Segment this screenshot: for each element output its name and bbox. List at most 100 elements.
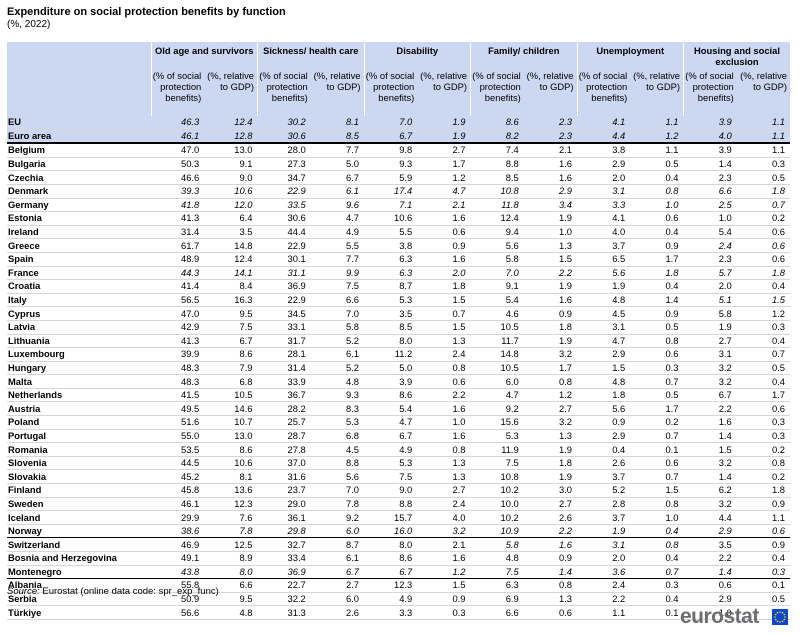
cell-gdp: 1.6: [417, 252, 471, 267]
cell-share: 1.1: [577, 605, 631, 620]
cell-gdp: 0.6: [736, 238, 791, 253]
row-label: Ireland: [7, 225, 151, 240]
cell-gdp: 5.3: [310, 415, 365, 430]
cell-share: 49.1: [151, 551, 205, 566]
cell-share: 9.4: [470, 225, 524, 240]
cell-share: 5.5: [364, 225, 418, 240]
cell-gdp: 5.0: [310, 157, 365, 172]
cell-gdp: 1.8: [736, 266, 791, 281]
cell-share: 34.7: [257, 170, 311, 185]
header-blank: [7, 42, 151, 70]
cell-share: 3.2: [683, 456, 737, 471]
cell-gdp: 13.6: [204, 483, 258, 498]
cell-share: 4.5: [577, 306, 631, 321]
table-body: EU 46.3 12.4 30.2 8.1 7.0 1.9 8.6 2.3 4.1 1.1 3.9 1.…: [7, 116, 791, 620]
cell-gdp: 1.8: [736, 184, 791, 199]
cell-share: 8.5: [470, 170, 524, 185]
cell-share: 55.0: [151, 429, 205, 444]
group-header: Disability: [363, 42, 471, 70]
cell-gdp: 0.7: [630, 565, 684, 580]
cell-share: 22.9: [257, 238, 311, 253]
cell-gdp: 7.9: [204, 361, 258, 376]
cell-gdp: 8.7: [310, 537, 365, 552]
cell-share: 44.4: [257, 225, 311, 240]
row-label: Cyprus: [7, 306, 151, 321]
cell-share: 3.1: [577, 320, 631, 335]
cell-share: 31.3: [257, 605, 311, 620]
cell-share: 31.4: [257, 361, 311, 376]
row-label: Euro area: [7, 129, 151, 145]
cell-gdp: 12.5: [204, 537, 258, 552]
cell-gdp: 9.2: [310, 510, 365, 525]
row-label: Türkiye: [7, 605, 151, 620]
cell-share: 7.5: [470, 456, 524, 471]
cell-gdp: 12.4: [204, 116, 258, 130]
cell-share: 6.9: [470, 592, 524, 607]
cell-gdp: 7.8: [204, 524, 258, 539]
table-row: Montenegro 43.8 8.0 36.9 6.7 6.7 1.2 7.5 1.4 3.6 0…: [7, 565, 791, 580]
cell-gdp: 9.5: [204, 592, 258, 607]
cell-gdp: 8.5: [310, 129, 365, 145]
cell-share: 5.4: [470, 293, 524, 308]
table-row: Finland 45.8 13.6 23.7 7.0 9.0 2.7 10.2 3.0 5.2 1.…: [7, 483, 791, 498]
cell-gdp: 1.2: [417, 170, 471, 185]
cell-gdp: 0.7: [630, 469, 684, 485]
cell-share: 5.8: [470, 537, 524, 552]
cell-gdp: 0.6: [417, 225, 471, 240]
cell-gdp: 3.0: [523, 483, 578, 498]
table-row: Ireland 31.4 3.5 44.4 4.9 5.5 0.6 9.4 1.0 4.0 0.4 5…: [7, 225, 791, 240]
cell-share: 11.7: [470, 334, 524, 349]
cell-gdp: 12.3: [204, 497, 258, 512]
cell-share: 8.8: [470, 157, 524, 172]
cell-share: 28.2: [257, 401, 311, 417]
cell-share: 2.2: [683, 551, 737, 566]
cell-share: 3.2: [683, 374, 737, 389]
cell-gdp: 8.6: [204, 347, 258, 362]
cell-share: 2.6: [577, 456, 631, 471]
eu-flag-icon: [772, 609, 788, 625]
cell-gdp: 7.7: [310, 252, 365, 267]
cell-share: 7.4: [470, 143, 524, 158]
cell-gdp: 0.1: [630, 442, 684, 457]
row-label: EU: [7, 116, 151, 130]
sub-header-gdp: (%, relative to GDP): [310, 70, 365, 116]
table-row: Slovenia 44.5 10.6 37.0 8.8 5.3 1.3 7.5 1.8 2.6 0.…: [7, 456, 791, 471]
cell-gdp: 0.7: [417, 306, 471, 321]
table-row: Latvia 42.9 7.5 33.1 5.8 8.5 1.5 10.5 1.8 3.1 0.5 1…: [7, 320, 791, 335]
cell-share: 2.7: [683, 334, 737, 349]
row-label: Lithuania: [7, 334, 151, 349]
cell-gdp: 0.5: [736, 361, 791, 376]
cell-gdp: 6.0: [310, 524, 365, 539]
cell-share: 47.0: [151, 306, 205, 321]
cell-share: 0.6: [683, 578, 737, 593]
cell-share: 1.4: [683, 469, 737, 485]
cell-gdp: 1.8: [523, 456, 578, 471]
cell-gdp: 0.4: [630, 592, 684, 607]
cell-share: 6.3: [470, 578, 524, 593]
cell-gdp: 9.0: [204, 170, 258, 185]
table-row: Netherlands 41.5 10.5 36.7 9.3 8.6 2.2 4.7 1.2 1.…: [7, 388, 791, 403]
cell-gdp: 9.3: [310, 388, 365, 403]
cell-share: 44.5: [151, 456, 205, 471]
logo-text: eurostat: [680, 605, 759, 628]
cell-share: 45.2: [151, 469, 205, 485]
cell-gdp: 6.8: [204, 374, 258, 389]
cell-gdp: 0.4: [736, 551, 791, 566]
cell-gdp: 0.8: [630, 537, 684, 552]
cell-gdp: 0.6: [736, 401, 791, 417]
cell-share: 27.8: [257, 442, 311, 457]
cell-share: 23.7: [257, 483, 311, 498]
cell-gdp: 8.1: [310, 116, 365, 130]
cell-share: 2.0: [683, 279, 737, 294]
cell-share: 30.6: [257, 129, 311, 145]
row-label: Spain: [7, 252, 151, 267]
table-row: Luxembourg 39.9 8.6 28.1 6.1 11.2 2.4 14.8 3.2 2.…: [7, 347, 791, 362]
cell-share: 3.2: [683, 361, 737, 376]
cell-gdp: 0.5: [630, 388, 684, 403]
cell-gdp: 3.2: [523, 347, 578, 362]
cell-share: 1.0: [683, 605, 737, 620]
cell-gdp: 0.3: [736, 320, 791, 335]
cell-share: 28.0: [257, 143, 311, 158]
cell-gdp: 8.0: [204, 565, 258, 580]
cell-gdp: 0.4: [736, 374, 791, 389]
